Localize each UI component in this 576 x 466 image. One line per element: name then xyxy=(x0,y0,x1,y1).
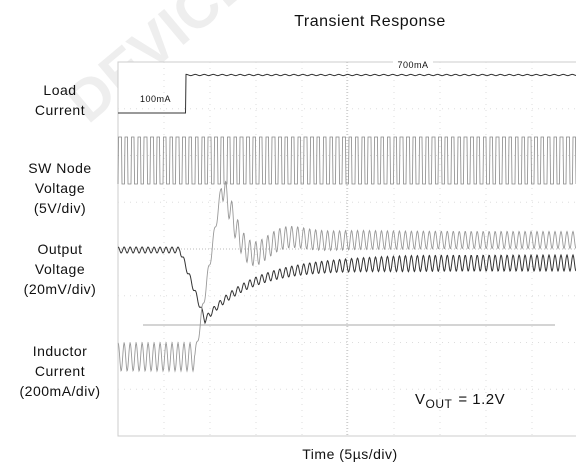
x-axis-label: Time (5µs/div) xyxy=(302,446,397,462)
vout-symbol: V xyxy=(415,391,426,408)
channel-label: Voltage xyxy=(35,261,85,277)
channel-label: Inductor xyxy=(33,343,88,359)
vout-label: VOUT = 1.2V xyxy=(415,391,505,411)
output-trace xyxy=(117,246,576,325)
channel-label: Voltage xyxy=(35,180,85,196)
annotation: 700mA xyxy=(397,60,428,70)
title: Transient Response xyxy=(294,13,446,30)
load-trace xyxy=(118,73,576,114)
annotation: 100mA xyxy=(140,94,171,104)
scope-display xyxy=(117,61,576,437)
vout-subscript: OUT xyxy=(426,397,453,411)
inductor-trace xyxy=(117,180,576,373)
channel-labels: Load Current SW Node Voltage (5V/div) Output V… xyxy=(20,82,101,399)
vout-text: = 1.2V xyxy=(458,391,505,408)
channel-label: (20mV/div) xyxy=(24,281,97,297)
channel-label: Load xyxy=(43,82,76,98)
sw-trace xyxy=(117,136,576,185)
channel-label: Output xyxy=(37,241,82,257)
channel-label: Current xyxy=(35,363,85,379)
channel-label: (5V/div) xyxy=(34,200,86,216)
channel-label: Current xyxy=(35,102,85,118)
channel-label: SW Node xyxy=(28,160,91,176)
channel-label: (200mA/div) xyxy=(20,383,101,399)
annotation-bg xyxy=(393,61,433,71)
